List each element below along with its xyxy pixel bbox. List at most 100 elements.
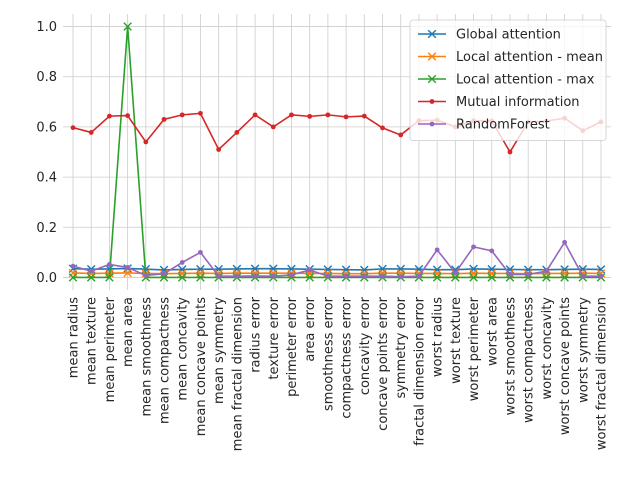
x-tick-label: worst radius (431, 297, 446, 377)
legend-marker (427, 74, 437, 84)
x-tick-label: mean perimeter (103, 296, 118, 402)
data-point (70, 263, 76, 269)
series-line (73, 26, 601, 279)
x-tick-label: worst concave points (558, 297, 573, 435)
data-point (177, 273, 187, 282)
data-point (596, 265, 606, 274)
data-point (487, 273, 497, 282)
x-tick-label: worst symmetry (576, 297, 591, 403)
series-line (72, 240, 601, 278)
x-tick-label: mean symmetry (212, 297, 227, 404)
data-point (179, 260, 185, 265)
data-point (70, 125, 76, 131)
x-tick-label: worst perimeter (467, 296, 482, 401)
data-point (196, 273, 205, 282)
data-point (325, 273, 331, 279)
data-point (323, 265, 333, 274)
data-point (107, 113, 112, 119)
data-point (198, 249, 203, 255)
data-point (343, 273, 349, 279)
data-point (177, 265, 187, 274)
series-group (70, 239, 604, 280)
data-point (86, 273, 96, 282)
x-tick-label: fractal dimension error (412, 296, 427, 445)
data-point (305, 273, 314, 282)
data-point (525, 272, 531, 277)
y-tick-label: 0.6 (36, 120, 57, 135)
x-tick-label: texture error (267, 296, 282, 379)
x-tick-label: symmetry error (394, 296, 409, 398)
data-point (434, 247, 440, 253)
data-point (560, 265, 569, 274)
data-point (177, 269, 187, 278)
legend-label: Local attention - mean (456, 50, 603, 65)
data-point (398, 132, 404, 138)
data-point (432, 273, 442, 282)
data-point (159, 273, 169, 282)
x-tick-label: area error (303, 296, 318, 361)
data-point (560, 269, 569, 278)
data-point (123, 22, 132, 31)
data-point (451, 273, 460, 282)
series-line (72, 272, 602, 275)
data-point (489, 248, 495, 254)
x-tick-label: concave points error (376, 296, 391, 430)
x-tick-label: mean texture (85, 297, 100, 385)
x-tick-label: worst compactness (522, 297, 537, 423)
data-point (560, 273, 569, 282)
data-point (161, 116, 167, 122)
y-tick-label: 0.0 (36, 271, 57, 286)
y-tick-label: 0.2 (36, 221, 57, 236)
data-point (270, 124, 276, 130)
data-point (123, 268, 132, 278)
data-point (451, 265, 460, 274)
x-tick-label: mean compactness (158, 297, 173, 424)
legend-label: Mutual information (456, 95, 580, 110)
data-point (343, 114, 349, 120)
data-point (380, 125, 385, 131)
x-tick-label: smoothness error (321, 296, 336, 411)
data-point (380, 273, 385, 279)
data-point (416, 273, 422, 279)
data-point (252, 273, 258, 279)
y-tick-label: 1.0 (36, 20, 57, 35)
data-point (562, 239, 567, 245)
legend-label: Local attention - max (456, 73, 595, 88)
y-tick-label: 0.8 (36, 70, 57, 85)
x-tick-label: concavity error (358, 296, 373, 395)
data-point (179, 112, 185, 118)
legend-marker (429, 99, 435, 104)
data-point (252, 112, 258, 118)
legend-marker (429, 121, 435, 127)
data-point (289, 112, 294, 118)
data-point (487, 269, 497, 278)
data-point (432, 265, 442, 274)
data-point (341, 265, 351, 274)
data-point (361, 113, 367, 119)
x-tick-label: mean fractal dimension (230, 297, 245, 451)
x-tick-label: worst smoothness (503, 297, 518, 416)
x-tick-label: worst fractal dimension (595, 297, 610, 450)
legend-label: Global attention (456, 28, 561, 43)
x-tick-label: worst area (485, 297, 500, 366)
data-point (125, 113, 131, 119)
data-point (432, 269, 442, 278)
x-tick-label: worst texture (449, 297, 464, 384)
data-point (471, 244, 476, 250)
data-point (307, 267, 313, 273)
data-point (398, 274, 404, 280)
x-tick-label: compactness error (340, 296, 355, 418)
data-point (88, 130, 94, 135)
legend-marker (427, 29, 437, 39)
data-point (307, 113, 313, 119)
data-point (289, 272, 294, 278)
x-tick-label: mean area (121, 297, 136, 367)
x-tick-label: worst concavity (540, 297, 555, 400)
data-point (523, 265, 533, 274)
data-point (542, 273, 551, 282)
data-point (598, 273, 604, 279)
data-point (360, 265, 369, 275)
data-point (143, 139, 149, 145)
data-point (196, 264, 205, 274)
